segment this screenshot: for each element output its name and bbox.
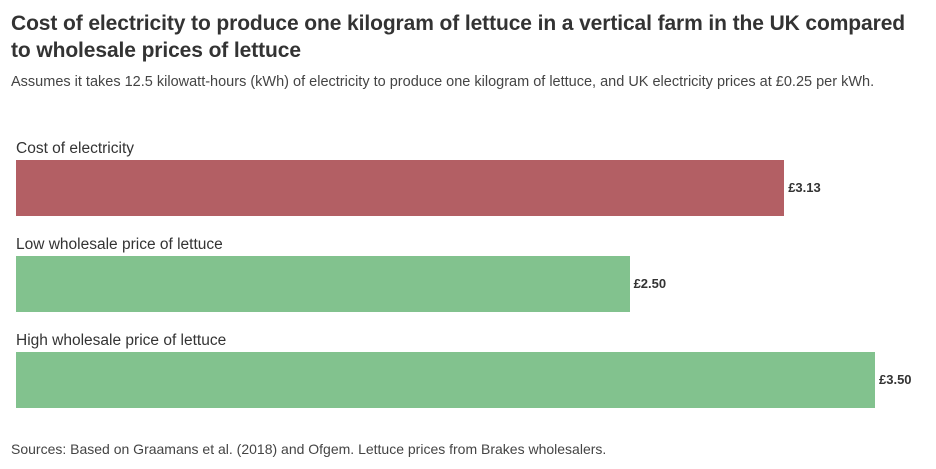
bar <box>16 352 875 408</box>
chart-subtitle: Assumes it takes 12.5 kilowatt-hours (kW… <box>11 74 875 90</box>
bar-chart: Cost of electricity £3.13 Low wholesale pr… <box>0 130 936 420</box>
category-label: High wholesale price of lettuce <box>16 332 227 349</box>
value-label: £3.50 <box>879 372 912 387</box>
category-label: Low wholesale price of lettuce <box>16 236 223 253</box>
value-label: £2.50 <box>633 276 667 291</box>
chart-title: Cost of electricity to produce one kilog… <box>11 12 905 62</box>
value-label: £3.13 <box>788 180 821 195</box>
bar <box>16 256 630 312</box>
category-label: Cost of electricity <box>16 140 135 157</box>
source-note: Sources: Based on Graamans et al. (2018)… <box>11 441 607 457</box>
bar <box>16 160 785 216</box>
